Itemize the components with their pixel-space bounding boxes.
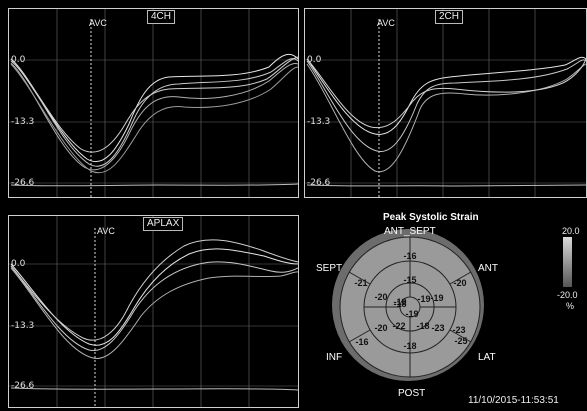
strain-value: -22 <box>392 321 406 331</box>
view-title-4ch: 4CH <box>147 10 176 24</box>
strain-panel-4ch: 0.0 -13.3 -26.6 4CH AVC <box>8 8 299 198</box>
strain-value: -16 <box>355 337 369 347</box>
avc-label: AVC <box>377 18 395 28</box>
strain-curve <box>10 267 298 359</box>
strain-curve <box>10 261 298 352</box>
strain-value-apex: -19 <box>405 309 419 319</box>
strain-value: -19 <box>417 294 431 304</box>
strain-value: -25 <box>454 336 468 346</box>
y-label: -13.3 <box>11 321 35 331</box>
view-title-aplax: APLAX <box>143 217 184 231</box>
strain-value: -15 <box>403 275 417 285</box>
y-label: 0.0 <box>11 55 26 65</box>
strain-value: -18 <box>416 321 430 331</box>
strain-curve <box>10 62 298 171</box>
strain-curve <box>10 248 298 346</box>
baseline-curve <box>10 183 298 187</box>
y-label: -26.6 <box>11 381 35 391</box>
strain-value: -23 <box>452 325 466 335</box>
strain-curve <box>306 63 586 173</box>
view-title-2ch: 2CH <box>435 10 464 24</box>
strain-curve <box>10 239 298 341</box>
scale-unit-label: % <box>566 301 575 311</box>
segment-label-sept: SEPT <box>316 263 343 274</box>
strain-value: -19 <box>430 293 444 303</box>
strain-value: -20 <box>453 278 467 288</box>
baseline-curve <box>306 184 586 187</box>
segment-label-inf: INF <box>326 352 343 363</box>
strain-value: -16 <box>403 251 417 261</box>
segment-label-ant-sept: ANT_SEPT <box>384 226 436 237</box>
strain-value: -18 <box>403 341 417 351</box>
strain-value: -19 <box>393 297 407 307</box>
y-label: 0.0 <box>11 259 26 269</box>
strain-value: -23 <box>431 323 445 333</box>
y-label: 0.0 <box>307 55 322 65</box>
strain-curve <box>10 63 298 174</box>
strain-curve <box>10 54 298 162</box>
bullseye-plot <box>332 229 484 381</box>
strain-panel-aplax: 0.0 -13.3 -26.6 APLAX AVC <box>8 215 299 408</box>
bullseye-title: Peak Systolic Strain <box>383 212 479 223</box>
y-label: -26.6 <box>11 178 35 188</box>
y-label: -13.3 <box>11 117 35 127</box>
strain-curve <box>10 56 298 153</box>
color-scale-bar <box>563 237 572 287</box>
strain-value: -20 <box>374 292 388 302</box>
strain-graph-aplax <box>9 216 298 407</box>
timestamp: 11/10/2015-11:53:51 <box>468 395 559 406</box>
strain-graph-4ch <box>9 9 298 197</box>
scale-min-label: -20.0 <box>557 290 578 300</box>
strain-value: -18 <box>393 299 407 309</box>
strain-graph-2ch <box>305 9 586 197</box>
strain-curve <box>306 59 586 152</box>
segment-label-post: POST <box>398 388 426 399</box>
strain-value: -21 <box>354 278 368 288</box>
strain-panel-2ch: 0.0 -13.3 -26.6 2CH AVC <box>304 8 587 198</box>
segment-label-lat: LAT <box>478 352 496 363</box>
y-label: -26.6 <box>307 178 331 188</box>
avc-label: AVC <box>89 18 107 28</box>
strain-value: -20 <box>374 323 388 333</box>
strain-curve <box>306 58 586 129</box>
y-label: -13.3 <box>307 117 331 127</box>
segment-label-ant: ANT <box>478 263 498 274</box>
avc-label: AVC <box>97 226 115 236</box>
strain-curve <box>10 58 298 167</box>
baseline-curve <box>10 387 298 391</box>
strain-curve <box>306 56 586 135</box>
scale-max-label: 20.0 <box>562 226 580 236</box>
